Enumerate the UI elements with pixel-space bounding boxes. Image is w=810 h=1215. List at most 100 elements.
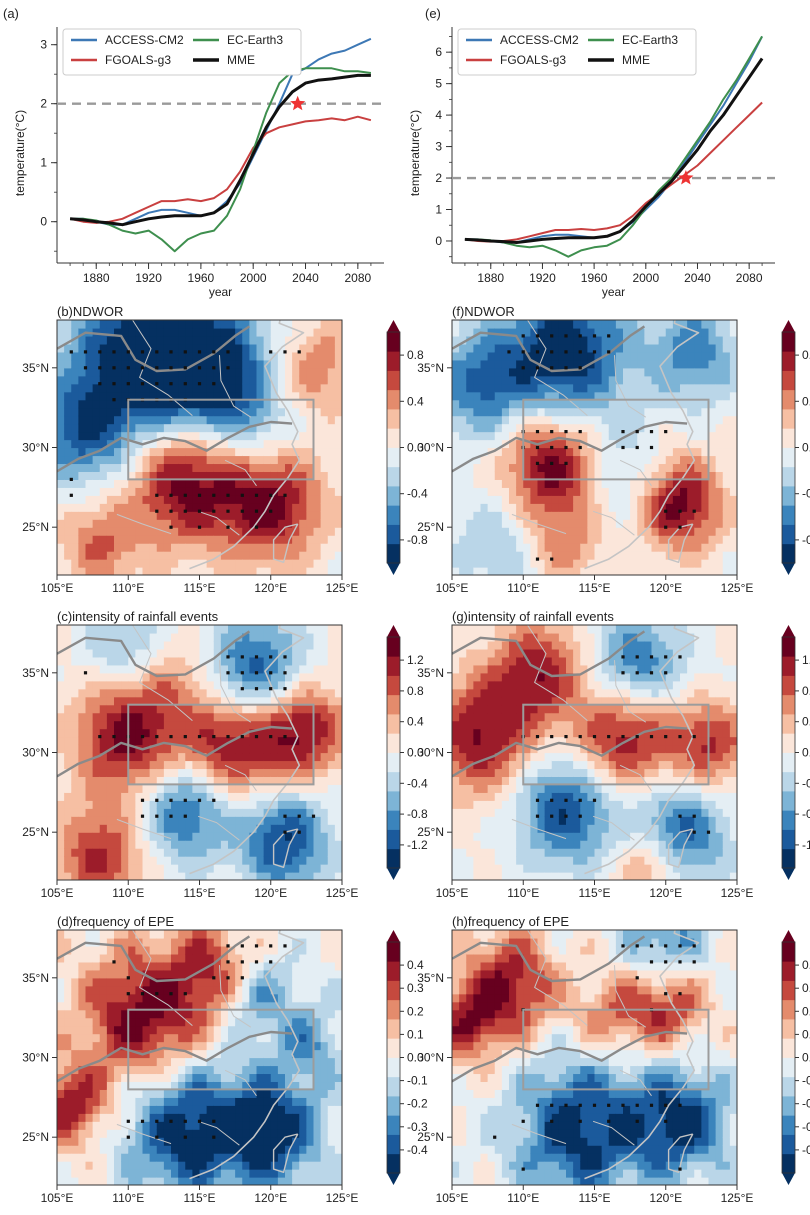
field-cell (580, 696, 588, 706)
field-cell (206, 567, 215, 575)
field-cell (192, 447, 201, 457)
significance-dot (226, 655, 230, 659)
field-cell (85, 479, 94, 488)
field-cell (494, 816, 503, 825)
field-cell (452, 648, 460, 658)
field-cell (722, 527, 731, 536)
field-cell (171, 439, 179, 449)
field-cell (701, 391, 710, 401)
field-cell (292, 535, 300, 544)
field-cell (544, 463, 553, 473)
field-cell (92, 696, 101, 706)
field-cell (149, 840, 158, 849)
lon-tick-label: 120°E (254, 886, 287, 900)
field-cell (722, 567, 731, 575)
field-cell (544, 527, 553, 536)
field-cell (156, 343, 165, 353)
field-cell (263, 391, 272, 401)
field-cell (114, 567, 122, 575)
field-cell (334, 535, 342, 544)
field-cell (71, 511, 79, 520)
field-cell (270, 808, 279, 817)
field-cell (623, 551, 631, 560)
significance-dot (678, 525, 682, 529)
field-cell (334, 471, 342, 480)
field-cell (163, 543, 172, 552)
field-cell (121, 656, 129, 666)
field-cell (644, 407, 653, 417)
field-cell (320, 431, 329, 441)
field-cell (587, 752, 596, 762)
field-cell (722, 471, 731, 480)
field-cell (501, 527, 510, 536)
field-cell (149, 680, 158, 690)
field-cell (149, 487, 158, 496)
field-cell (156, 736, 165, 746)
field-cell (459, 760, 467, 770)
field-cell (523, 648, 531, 658)
field-cell (327, 335, 336, 345)
field-cell (509, 768, 517, 778)
field-cell (480, 696, 489, 706)
field-cell (92, 431, 101, 441)
field-cell (327, 543, 336, 552)
field-cell (206, 680, 215, 690)
field-cell (163, 343, 172, 353)
field-cell (487, 864, 496, 873)
field-cell (285, 527, 293, 536)
field-cell (701, 471, 710, 480)
field-cell (487, 431, 496, 441)
field-cell (171, 391, 179, 401)
field-cell (558, 632, 567, 642)
field-cell (729, 351, 737, 361)
field-cell (551, 760, 560, 770)
field-cell (171, 648, 179, 658)
field-cell (573, 407, 581, 417)
field-cell (285, 856, 293, 865)
field-cell (665, 519, 674, 528)
field-cell (630, 447, 638, 457)
field-cell (106, 559, 115, 568)
significance-dot (155, 382, 159, 386)
field-cell (149, 808, 158, 817)
field-cell (206, 864, 215, 873)
field-cell (573, 431, 581, 441)
significance-dot (183, 798, 187, 802)
field-cell (242, 760, 250, 770)
significance-dot (564, 350, 568, 354)
field-cell (327, 840, 336, 849)
field-cell (99, 808, 108, 817)
field-cell (580, 848, 588, 857)
field-cell (473, 391, 482, 401)
field-cell (92, 351, 101, 361)
field-cell (199, 447, 208, 457)
field-cell (580, 343, 588, 353)
field-cell (142, 503, 151, 512)
field-cell (509, 832, 517, 841)
field-cell (480, 463, 489, 473)
field-cell (263, 543, 272, 552)
field-cell (516, 704, 524, 714)
field-cell (558, 487, 567, 496)
field-cell (270, 455, 279, 465)
field-cell (587, 407, 596, 417)
field-cell (263, 648, 272, 658)
field-cell (630, 423, 638, 433)
field-cell (135, 463, 144, 473)
field-cell (729, 407, 737, 417)
field-cell (285, 696, 293, 706)
lat-tick-label: 25°N (22, 825, 49, 839)
field-cell (192, 864, 201, 873)
field-cell (142, 704, 151, 714)
field-cell (263, 864, 272, 873)
field-cell (587, 832, 596, 841)
field-cell (299, 808, 307, 817)
field-cell (566, 375, 574, 385)
field-cell (320, 688, 329, 698)
field-cell (149, 736, 158, 746)
field-cell (277, 864, 286, 873)
field-cell (292, 359, 300, 369)
field-cell (651, 407, 660, 417)
field-cell (729, 567, 737, 575)
field-cell (149, 343, 158, 353)
